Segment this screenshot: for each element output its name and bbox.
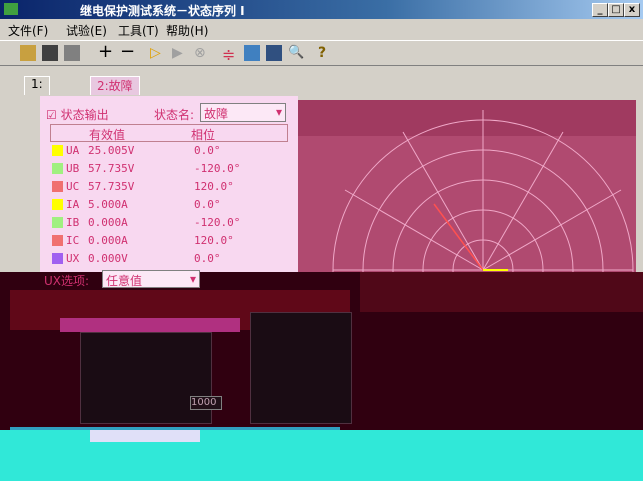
stop-button[interactable]: ⊗ bbox=[194, 45, 206, 61]
table-row: IC 0.000A 120.0° bbox=[50, 232, 286, 249]
minimize-button[interactable]: _ bbox=[592, 3, 608, 17]
tab[interactable]: 2:故障 bbox=[90, 76, 140, 95]
table-row: UA 25.005V 0.0° bbox=[50, 142, 286, 159]
corrupted-region: 1000 bbox=[0, 272, 643, 433]
help-button[interactable]: ? bbox=[318, 45, 327, 61]
channel-value: 5.000A bbox=[88, 198, 128, 211]
output-checkbox[interactable]: ☑ 状态输出 bbox=[46, 108, 109, 122]
tab[interactable]: 1: bbox=[24, 76, 50, 95]
color-swatch bbox=[52, 217, 63, 228]
channel-phase: 0.0° bbox=[194, 198, 221, 211]
next-button[interactable]: ▶ bbox=[172, 45, 183, 61]
channel-phase: -120.0° bbox=[194, 162, 241, 175]
tab-strip: 1: 2:故障 bbox=[10, 72, 630, 96]
close-button[interactable]: x bbox=[624, 3, 640, 17]
channel-name: UC bbox=[66, 180, 80, 193]
tool-button[interactable]: ≑ bbox=[222, 45, 236, 64]
state-name-dropdown[interactable]: 故障 ▾ bbox=[200, 103, 286, 122]
state-panel: ☑ 状态输出 状态名: 故障 ▾ 有效值 相位 UA 25.005V 0.0° UB 57… bbox=[40, 96, 298, 288]
menu-bar: 文件(F) 试验(E) 工具(T) 帮助(H) bbox=[0, 19, 643, 39]
channel-value: 0.000V bbox=[88, 252, 128, 265]
channel-name: IA bbox=[66, 198, 80, 211]
table-row: UX 0.000V 0.0° bbox=[50, 250, 286, 267]
zoom-button[interactable]: 🔍 bbox=[288, 45, 305, 60]
column-header: 相位 bbox=[191, 128, 216, 142]
ux-label: UX选项: bbox=[44, 274, 90, 288]
phasor-arrow bbox=[433, 203, 484, 271]
channel-phase: 0.0° bbox=[194, 252, 221, 265]
menu-item[interactable]: 文件(F) bbox=[8, 24, 49, 38]
color-swatch bbox=[52, 181, 63, 192]
phasor-plot bbox=[298, 100, 636, 272]
add-button[interactable]: + bbox=[98, 41, 114, 62]
table-row: UC 57.735V 120.0° bbox=[50, 178, 286, 195]
channel-value: 57.735V bbox=[88, 180, 135, 193]
color-swatch bbox=[52, 199, 63, 210]
app-icon bbox=[4, 3, 18, 15]
channel-value: 57.735V bbox=[88, 162, 135, 175]
input-field[interactable]: 1000 bbox=[190, 396, 222, 410]
dropdown-value: 任意值 bbox=[106, 274, 143, 288]
ux-dropdown[interactable]: 任意值 ▾ bbox=[102, 270, 200, 288]
channel-name: IB bbox=[66, 216, 80, 229]
color-swatch bbox=[52, 235, 63, 246]
noise-block bbox=[90, 430, 200, 442]
channel-phase: 0.0° bbox=[194, 144, 221, 157]
channel-name: UX bbox=[66, 252, 80, 265]
noise-block bbox=[60, 318, 240, 332]
channel-name: IC bbox=[66, 234, 80, 247]
window-title: 继电保护测试系统－状态序列 I bbox=[80, 4, 245, 18]
table-header: 有效值 相位 bbox=[50, 124, 288, 142]
channel-name: UA bbox=[66, 144, 80, 157]
run-button[interactable]: ▷ bbox=[150, 45, 161, 61]
table-row: IA 5.000A 0.0° bbox=[50, 196, 286, 213]
color-swatch bbox=[52, 253, 63, 264]
noise-block bbox=[360, 272, 643, 312]
open-button[interactable] bbox=[20, 45, 36, 61]
toolbar: + − ▷ ▶ ⊗ ≑ 🔍 ? bbox=[0, 40, 643, 66]
column-header: 有效值 bbox=[89, 128, 126, 142]
dropdown-value: 故障 bbox=[204, 107, 229, 121]
color-swatch bbox=[52, 145, 63, 156]
plot-band bbox=[298, 100, 636, 136]
menu-item[interactable]: 帮助(H) bbox=[166, 24, 209, 38]
polar-grid bbox=[332, 110, 634, 272]
title-bar: 继电保护测试系统－状态序列 I _ □ x bbox=[0, 0, 643, 19]
save-button[interactable] bbox=[42, 45, 58, 61]
channel-phase: 120.0° bbox=[194, 234, 234, 247]
maximize-button[interactable]: □ bbox=[608, 3, 624, 17]
remove-button[interactable]: − bbox=[120, 41, 136, 62]
channel-phase: -120.0° bbox=[194, 216, 241, 229]
tool-button[interactable] bbox=[244, 45, 260, 61]
color-swatch bbox=[52, 163, 63, 174]
table-row: IB 0.000A -120.0° bbox=[50, 214, 286, 231]
noise-block bbox=[250, 312, 352, 424]
channel-value: 0.000A bbox=[88, 216, 128, 229]
tool-button[interactable] bbox=[266, 45, 282, 61]
menu-item[interactable]: 工具(T) bbox=[118, 24, 159, 38]
print-button[interactable] bbox=[64, 45, 80, 61]
table-row: UB 57.735V -120.0° bbox=[50, 160, 286, 177]
status-area bbox=[0, 430, 643, 481]
channel-value: 0.000A bbox=[88, 234, 128, 247]
channel-value: 25.005V bbox=[88, 144, 135, 157]
channel-name: UB bbox=[66, 162, 80, 175]
noise-block bbox=[80, 332, 212, 424]
channel-phase: 120.0° bbox=[194, 180, 234, 193]
checkbox-label: 状态输出 bbox=[60, 108, 109, 122]
state-name-label: 状态名: bbox=[154, 108, 195, 122]
menu-item[interactable]: 试验(E) bbox=[66, 24, 107, 38]
